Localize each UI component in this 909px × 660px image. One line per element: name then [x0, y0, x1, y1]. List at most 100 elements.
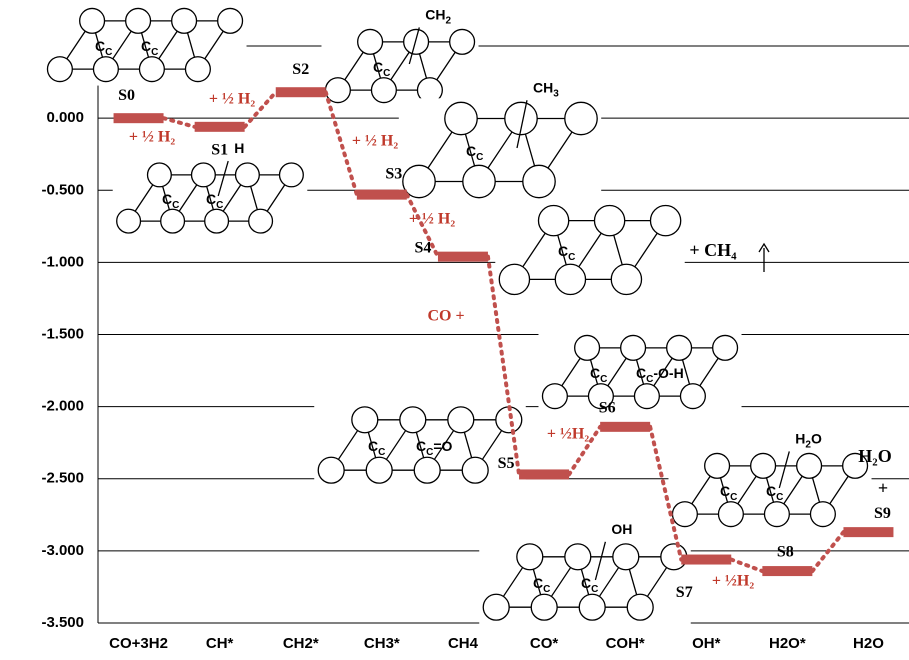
x-tick-label: OH* [692, 635, 721, 652]
atom [404, 29, 429, 54]
structure [399, 98, 601, 201]
x-tick-label: H2O* [769, 635, 806, 652]
atom [414, 457, 440, 483]
adsorbate-label: OH [611, 521, 632, 537]
atom [205, 209, 229, 233]
annotation: + ½ H₂ [352, 133, 399, 150]
atom [80, 8, 105, 33]
label-sub: C [172, 200, 179, 211]
x-tick-label: CH3* [364, 635, 400, 652]
label-sub: C [568, 252, 575, 263]
atom [523, 165, 555, 197]
atom [185, 57, 210, 82]
product-label: + CH₄ [689, 240, 737, 260]
atom [667, 335, 692, 360]
state-label: S4 [414, 239, 431, 256]
atom [611, 264, 641, 294]
label-main: C [206, 191, 216, 207]
label-sub: C [543, 584, 550, 595]
label-main: C [368, 438, 378, 454]
state-label: S6 [599, 400, 616, 417]
atom [192, 163, 216, 187]
atom [161, 209, 185, 233]
label-main: C [95, 38, 105, 54]
y-tick-label: -3.500 [41, 614, 84, 631]
state-label: S8 [777, 544, 794, 561]
atom [565, 102, 597, 134]
label-sub: C [383, 68, 390, 79]
x-tick-label: H2O [853, 635, 884, 652]
atom [366, 457, 392, 483]
atom [634, 384, 659, 409]
atom [93, 57, 118, 82]
label-main: C [533, 575, 543, 591]
atom [531, 594, 557, 620]
adsorbate-label: CH3 [533, 79, 559, 99]
atom [751, 453, 776, 478]
label-main: CH [533, 79, 553, 95]
x-tick-label: CO+3H2 [109, 635, 168, 652]
connector [731, 560, 762, 572]
annotation: CO + [427, 308, 464, 325]
label-sub: C [591, 584, 598, 595]
atom [613, 544, 639, 570]
label-main: C [141, 38, 151, 54]
label-main: C [581, 575, 591, 591]
atom [650, 205, 680, 235]
atom [148, 163, 172, 187]
state-label: S5 [498, 455, 515, 472]
y-tick-label: -1.000 [41, 253, 84, 270]
label-sub: 3 [553, 88, 559, 99]
atom [280, 163, 304, 187]
label-sub: C [105, 47, 112, 58]
atom [400, 407, 426, 433]
label-sub: C [426, 447, 433, 458]
atom [358, 29, 383, 54]
atom [542, 384, 567, 409]
atom [172, 8, 197, 33]
structure [321, 25, 478, 106]
atom [764, 502, 789, 527]
x-tick-label: CH4 [448, 635, 479, 652]
atom [462, 457, 488, 483]
label-sub: C [600, 374, 607, 385]
atom [575, 335, 600, 360]
product-label: H₂O [858, 446, 891, 466]
adsorbate-label: CH2 [425, 6, 451, 26]
atom [680, 384, 705, 409]
connector [812, 532, 843, 571]
annotation: + ½H₂ [547, 426, 590, 443]
atom [810, 502, 835, 527]
atom [483, 594, 509, 620]
connector [164, 118, 195, 127]
label-sub: C [646, 374, 653, 385]
atom [594, 205, 624, 235]
atom [499, 264, 529, 294]
atom [713, 335, 738, 360]
atom [450, 29, 475, 54]
atom [318, 457, 344, 483]
y-tick-label: -0.500 [41, 181, 84, 198]
state-label: S9 [874, 505, 891, 522]
atom [555, 264, 585, 294]
annotation: + ½ H₂ [409, 211, 456, 228]
label-sub: C [776, 492, 783, 503]
label-main: C [558, 243, 568, 259]
atom [538, 205, 568, 235]
y-tick-label: -2.500 [41, 470, 84, 487]
annotation: + ½ H₂ [129, 129, 176, 146]
label-sub: 2 [446, 15, 452, 26]
label-main: OH [611, 521, 632, 537]
atom [236, 163, 260, 187]
atom [445, 102, 477, 134]
atom [139, 57, 164, 82]
label-sub: C [730, 492, 737, 503]
energy-level [195, 122, 245, 132]
atom [565, 544, 591, 570]
atom [218, 8, 243, 33]
energy-level [681, 555, 731, 565]
structure [495, 201, 684, 298]
label-after: -O-H [653, 365, 683, 381]
state-label: S7 [676, 584, 693, 601]
label-main: CH [425, 6, 445, 22]
